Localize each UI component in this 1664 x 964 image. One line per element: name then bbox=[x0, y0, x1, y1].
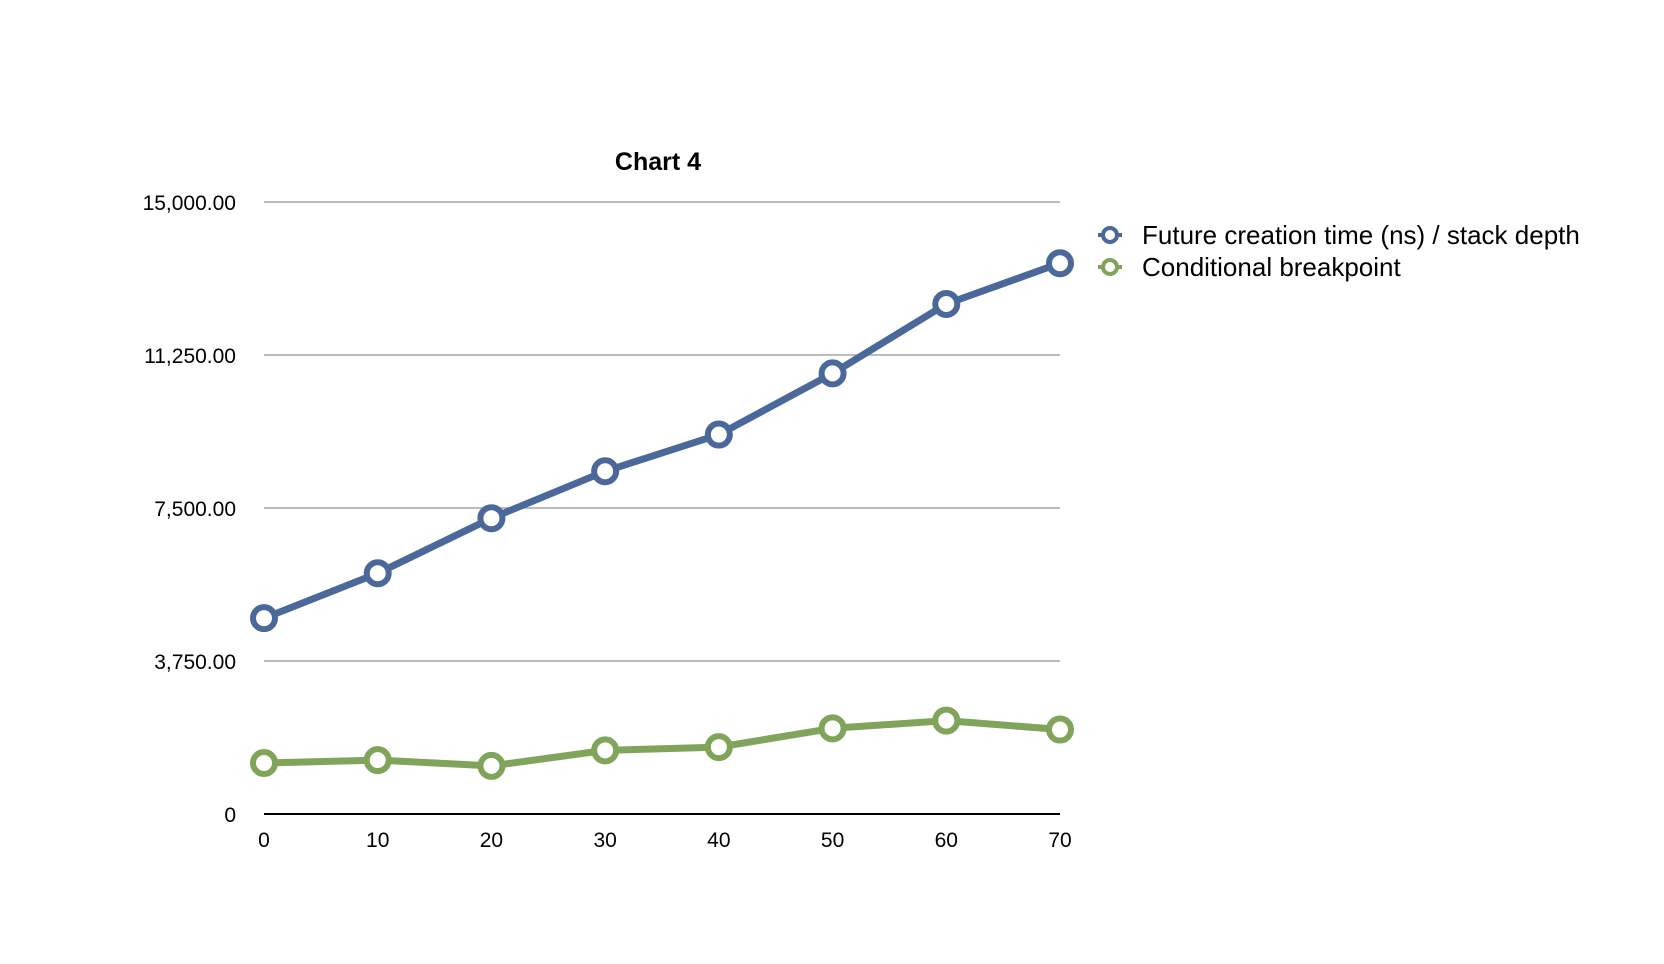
series-lines bbox=[250, 249, 1074, 780]
y-tick-label: 15,000.00 bbox=[143, 192, 236, 215]
series-line bbox=[260, 259, 1064, 622]
legend-label: Future creation time (ns) / stack depth bbox=[1142, 220, 1580, 250]
legend-swatch-marker bbox=[1101, 226, 1119, 244]
y-axis-tick-labels: 0 3,750.00 7,500.00 11,250.00 15,000.00 bbox=[143, 192, 236, 827]
data-point bbox=[932, 290, 961, 318]
data-point bbox=[363, 559, 392, 588]
x-axis-tick-labels: 0 10 20 30 40 50 60 70 bbox=[258, 829, 1072, 852]
data-point bbox=[591, 457, 620, 486]
x-tick-label: 10 bbox=[366, 829, 389, 852]
legend-label: Conditional breakpoint bbox=[1142, 252, 1402, 282]
data-point bbox=[704, 420, 733, 449]
data-point bbox=[932, 706, 961, 735]
series-group bbox=[250, 706, 1074, 780]
data-point bbox=[477, 504, 506, 533]
data-point bbox=[591, 736, 620, 765]
x-tick-label: 20 bbox=[480, 829, 503, 852]
legend-swatch-marker bbox=[1101, 258, 1119, 276]
y-tick-label: 3,750.00 bbox=[154, 651, 236, 674]
legend-entry: Future creation time (ns) / stack depth bbox=[1098, 220, 1580, 250]
legend-entry: Conditional breakpoint bbox=[1098, 252, 1402, 282]
x-tick-label: 0 bbox=[258, 829, 270, 852]
data-point bbox=[250, 749, 278, 777]
data-point bbox=[250, 604, 278, 633]
legend: Future creation time (ns) / stack depthC… bbox=[1098, 220, 1580, 282]
data-point bbox=[1046, 715, 1074, 744]
chart-title: Chart 4 bbox=[615, 148, 701, 176]
data-point bbox=[477, 751, 506, 780]
x-tick-label: 70 bbox=[1048, 829, 1071, 852]
y-tick-label: 0 bbox=[224, 804, 236, 827]
x-tick-label: 30 bbox=[593, 829, 616, 852]
grid-lines bbox=[264, 201, 1060, 662]
x-tick-label: 50 bbox=[821, 829, 844, 852]
data-point bbox=[818, 714, 847, 743]
series-group bbox=[250, 249, 1074, 633]
data-point bbox=[704, 733, 733, 762]
x-tick-label: 40 bbox=[707, 829, 730, 852]
data-point bbox=[1046, 249, 1074, 278]
y-tick-label: 7,500.00 bbox=[154, 498, 236, 521]
y-tick-label: 11,250.00 bbox=[144, 345, 236, 368]
series-line bbox=[260, 717, 1064, 770]
data-point bbox=[363, 746, 392, 775]
x-tick-label: 60 bbox=[935, 829, 958, 852]
data-point bbox=[818, 359, 847, 388]
